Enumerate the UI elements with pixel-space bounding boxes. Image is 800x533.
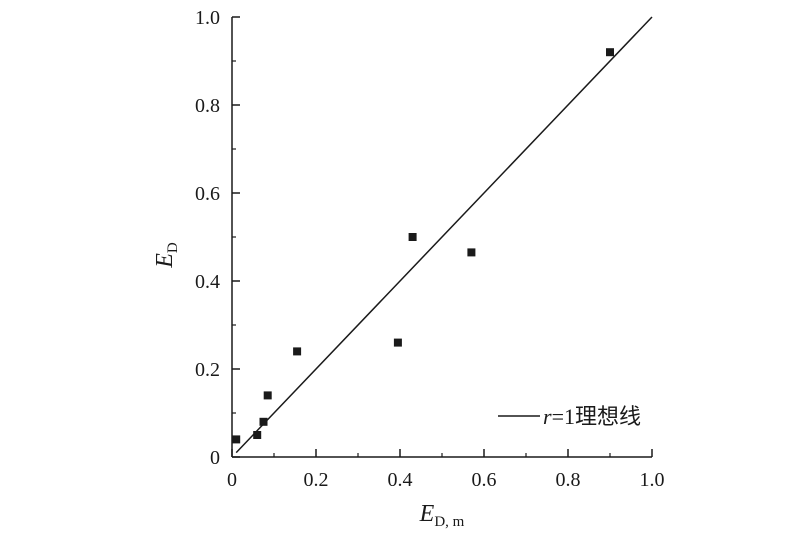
legend-label-italic: r xyxy=(543,404,552,429)
legend-label: r=1理想线 xyxy=(543,404,641,429)
y-axis-title-subscript: D xyxy=(165,242,181,253)
x-ticks: 0 0.2 0.4 0.6 0.8 1.0 xyxy=(227,449,665,491)
y-tick-label: 0.8 xyxy=(195,95,220,117)
data-point xyxy=(408,233,417,241)
y-ticks: 0 0.2 0.4 0.6 0.8 1.0 xyxy=(195,7,240,469)
data-points xyxy=(232,48,614,444)
legend-label-rest: =1理想线 xyxy=(552,404,641,429)
y-axis-title: ED xyxy=(152,242,181,269)
x-axis-title: ED, m xyxy=(419,501,465,530)
data-point xyxy=(467,248,476,257)
y-tick-label: 0.6 xyxy=(195,183,220,205)
y-tick-label: 0 xyxy=(210,447,220,469)
data-point xyxy=(253,431,262,439)
data-point xyxy=(263,391,272,400)
data-point xyxy=(293,347,302,356)
x-tick-label: 0.8 xyxy=(556,469,581,491)
x-tick-label: 1.0 xyxy=(640,469,665,491)
x-tick-label: 0.6 xyxy=(472,469,497,491)
x-axis-title-subscript: D, m xyxy=(434,514,464,530)
x-tick-label: 0.2 xyxy=(304,469,329,491)
y-tick-label: 1.0 xyxy=(195,7,220,29)
data-point xyxy=(393,338,402,347)
x-tick-label: 0 xyxy=(227,469,237,491)
ideal-reference-line xyxy=(235,16,653,454)
x-tick-label: 0.4 xyxy=(388,469,413,491)
x-axis-title-main: E xyxy=(419,501,435,527)
data-point xyxy=(259,417,268,426)
y-tick-label: 0.4 xyxy=(195,271,220,293)
legend: r=1理想线 xyxy=(498,404,641,429)
y-tick-label: 0.2 xyxy=(195,359,220,381)
y-axis-title-main: E xyxy=(152,253,178,269)
data-point xyxy=(232,435,241,444)
data-point xyxy=(606,48,614,57)
